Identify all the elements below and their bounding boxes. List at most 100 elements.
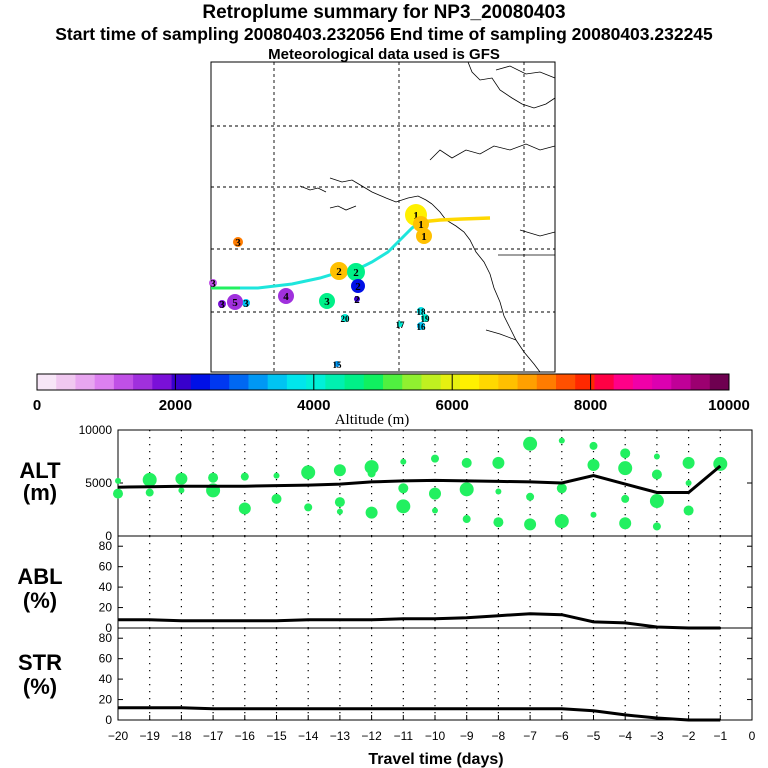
altitude-scatter-point xyxy=(333,464,346,477)
altitude-scatter-point xyxy=(175,472,188,485)
map-day-label: 3 xyxy=(243,298,249,310)
altitude-scatter-point xyxy=(115,477,121,484)
altitude-scatter-point xyxy=(431,454,439,463)
altitude-scatter-point xyxy=(273,472,280,479)
altitude-scatter-point xyxy=(558,437,565,444)
map-day-dot xyxy=(421,314,429,322)
x-tick-label: −19 xyxy=(140,729,161,743)
alt-unit: (m) xyxy=(23,480,57,505)
altitude-scatter-point xyxy=(587,458,600,471)
abl-label: ABL xyxy=(17,564,62,589)
colorbar-swatch xyxy=(133,374,153,390)
x-tick-label: −6 xyxy=(555,729,569,743)
map-day-dot xyxy=(319,293,335,309)
altitude-scatter-point xyxy=(178,487,185,494)
altitude-scatter-point xyxy=(619,517,632,530)
colorbar-swatch xyxy=(517,374,538,390)
map-day-dot xyxy=(341,314,349,322)
colorbar-swatch xyxy=(363,374,384,390)
altitude-scatter-point xyxy=(685,480,692,486)
altitude-scatter-point xyxy=(429,487,441,500)
met-data-source: Meteorological data used is GFS xyxy=(268,46,500,63)
altitude-scatter-point xyxy=(336,508,343,515)
x-tick-label: −16 xyxy=(235,729,256,743)
map-day-label: 5 xyxy=(232,297,238,309)
y-tick-label: 5000 xyxy=(85,476,112,490)
map-day-label: 20 xyxy=(341,314,351,324)
colorbar-swatch xyxy=(613,374,634,390)
altitude-scatter-point xyxy=(652,522,661,531)
altitude-colorbar xyxy=(36,373,730,391)
colorbar-tick-label: 2000 xyxy=(159,397,192,414)
map-day-dot xyxy=(413,216,429,232)
x-tick-label: −10 xyxy=(425,729,446,743)
altitude-scatter-point xyxy=(208,472,219,483)
colorbar-swatch xyxy=(152,374,172,390)
map-day-label: 15 xyxy=(333,360,343,370)
colorbar-swatch xyxy=(286,374,307,390)
map-day-label: 2 xyxy=(355,281,361,293)
altitude-scatter-point xyxy=(589,441,598,450)
x-tick-label: −2 xyxy=(682,729,696,743)
y-tick-label: 20 xyxy=(99,693,113,707)
colorbar-swatch xyxy=(325,374,345,390)
colorbar-swatch xyxy=(267,374,288,390)
colorbar-swatch xyxy=(536,374,557,390)
map-day-dot xyxy=(218,300,226,308)
map-day-label: 4 xyxy=(283,291,289,303)
colorbar-swatch xyxy=(575,374,595,390)
series-line xyxy=(117,464,722,494)
y-tick-label: 80 xyxy=(99,539,113,553)
altitude-scatter-point xyxy=(400,458,407,465)
altitude-scatter-point xyxy=(526,492,535,501)
colorbar-swatch xyxy=(556,374,576,390)
altitude-scatter-point xyxy=(620,448,631,459)
map-day-dot xyxy=(334,361,340,367)
colorbar-swatch xyxy=(402,374,422,390)
map-day-dot xyxy=(330,262,348,280)
y-tick-label: 60 xyxy=(99,652,113,666)
y-tick-label: 60 xyxy=(99,560,113,574)
map-day-label: 3 xyxy=(235,237,241,249)
colorbar-swatch xyxy=(709,374,730,390)
altitude-scatter-point xyxy=(334,497,345,508)
altitude-scatter-point xyxy=(367,469,376,478)
y-tick-label: 40 xyxy=(99,672,113,686)
colorbar-tick-labels: 0 2000 4000 6000 8000 10000 xyxy=(33,374,750,414)
map-day-dot xyxy=(417,307,425,315)
colorbar-swatch xyxy=(113,374,134,390)
map-day-label: 1 xyxy=(418,219,424,231)
x-tick-label: −15 xyxy=(266,729,287,743)
altitude-scatter-point xyxy=(304,503,313,512)
altitude-scatter-point xyxy=(396,499,411,514)
series-line xyxy=(118,612,721,630)
colorbar-swatch xyxy=(652,374,672,390)
colorbar-tick-label: 0 xyxy=(33,397,41,414)
altitude-scatter-point xyxy=(649,494,664,509)
x-tick-label: −1 xyxy=(713,729,727,743)
map-day-label: 3 xyxy=(210,278,216,290)
map-day-label: 1 xyxy=(413,210,419,222)
altitude-scatter-point xyxy=(145,488,154,497)
map-day-dot xyxy=(347,263,365,281)
altitude-scatter-point xyxy=(240,472,249,481)
panel-0: 0 5000 10000 xyxy=(79,423,752,543)
altitude-scatter-point xyxy=(301,465,316,480)
altitude-scatter-point xyxy=(683,505,694,516)
altitude-scatter-point xyxy=(462,515,471,524)
altitude-scatter-point xyxy=(651,469,662,480)
x-tick-label: −8 xyxy=(492,729,506,743)
map-day-dot xyxy=(354,296,360,302)
str-unit: (%) xyxy=(23,674,57,699)
colorbar-label: Altitude (m) xyxy=(335,412,410,428)
figure-title: Retroplume summary for NP3_20080403 xyxy=(202,2,566,23)
map-day-label: 3 xyxy=(219,299,225,311)
map-day-dot xyxy=(351,279,365,293)
colorbar-swatch xyxy=(440,374,461,390)
y-tick-label: 80 xyxy=(99,631,113,645)
altitude-scatter-point xyxy=(461,457,472,468)
altitude-scatter-point xyxy=(398,483,409,494)
